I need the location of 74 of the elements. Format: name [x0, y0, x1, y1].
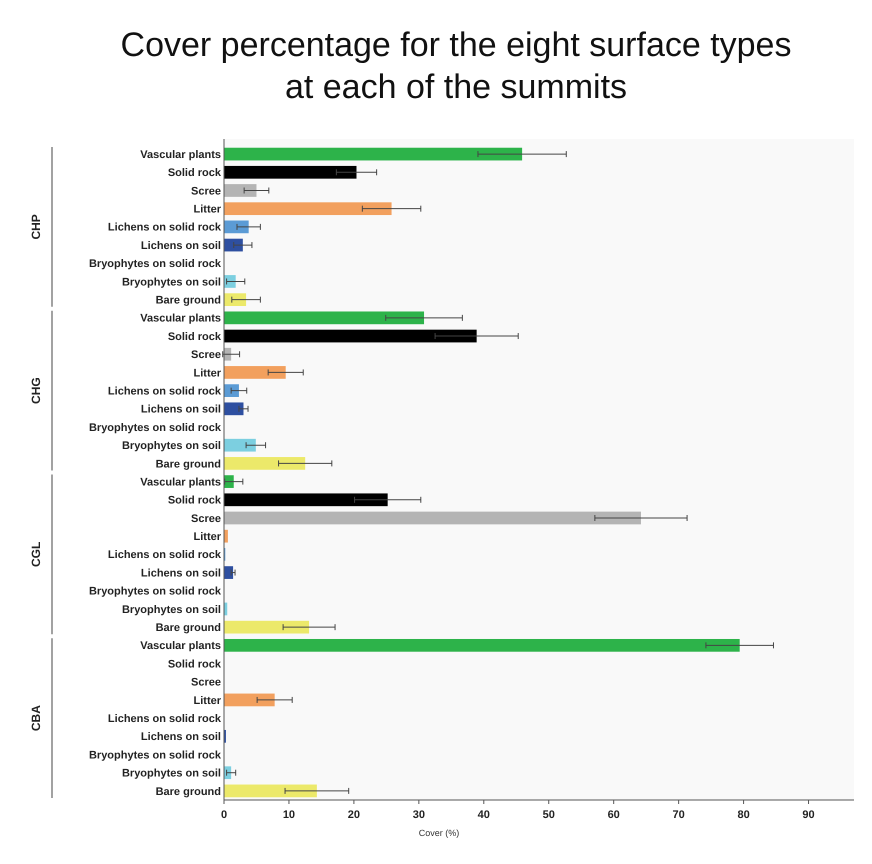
y-tick-label: Scree — [191, 512, 221, 525]
x-tick-label: 50 — [542, 809, 555, 821]
y-tick-label: Bare ground — [156, 458, 221, 470]
y-tick-label: Bryophytes on soil — [122, 604, 221, 616]
text: CGL — [29, 542, 43, 568]
bar — [224, 166, 356, 179]
y-tick-label: Vascular plants — [140, 312, 221, 325]
y-tick-label: Bryophytes on solid rock — [88, 258, 222, 270]
y-tick-label: Scree — [191, 676, 221, 689]
x-tick-label: 70 — [672, 809, 685, 821]
y-tick-label: Lichens on solid rock — [108, 712, 222, 725]
y-tick-label: Vascular plants — [140, 640, 221, 652]
y-tick-label: Bryophytes on solid rock — [88, 422, 222, 434]
y-tick-label: Bryophytes on soil — [122, 768, 221, 780]
x-tick-label: 80 — [737, 809, 750, 821]
bar — [224, 384, 239, 397]
bar — [224, 293, 246, 306]
x-tick-label: 60 — [608, 809, 620, 821]
bar — [224, 275, 236, 288]
bar — [224, 784, 317, 798]
bar — [224, 620, 310, 634]
bar — [224, 402, 244, 416]
x-tick-label: 10 — [282, 809, 296, 821]
y-tick-label: Lichens on soil — [140, 404, 221, 416]
y-tick-label: Scree — [191, 185, 221, 198]
bar — [224, 694, 275, 706]
x-tick-label: 90 — [802, 809, 815, 821]
chart-title: Cover percentage for the eight surface types at each of the summits — [120, 26, 792, 106]
y-tick-label: Litter — [194, 531, 222, 544]
y-tick-label: Solid rock — [168, 658, 222, 670]
y-tick-label: Bare ground — [156, 622, 221, 634]
bar — [224, 638, 740, 652]
y-tick-label: Bryophytes on soil — [122, 276, 221, 288]
y-tick-label: Vascular plants — [140, 148, 221, 161]
y-tick-label: Lichens on solid rock — [108, 549, 222, 562]
y-tick-label: Bryophytes on solid rock — [88, 749, 222, 762]
bar — [224, 202, 392, 216]
text: CBA — [29, 704, 43, 732]
y-tick-label: Bare ground — [156, 294, 221, 307]
bar — [224, 438, 256, 452]
bar — [224, 330, 477, 342]
bar — [224, 238, 243, 252]
x-tick-label: 40 — [478, 809, 490, 821]
y-tick-label: Litter — [194, 204, 222, 216]
bar — [224, 184, 256, 197]
y-tick-label: Lichens on soil — [140, 567, 221, 580]
y-tick-label: Lichens on solid rock — [108, 385, 222, 398]
bar — [224, 366, 286, 379]
bar — [224, 566, 234, 579]
text: CHG — [29, 377, 43, 404]
y-tick-label: Litter — [194, 694, 222, 707]
bar — [224, 493, 388, 506]
x-tick-label: 0 — [220, 809, 228, 821]
y-tick-label: Solid rock — [168, 494, 222, 507]
bar — [224, 220, 249, 234]
y-tick-label: Bare ground — [156, 786, 221, 798]
x-axis-title: Cover (%) — [418, 828, 460, 838]
y-tick-label: Solid rock — [168, 330, 222, 343]
y-tick-label: Vascular plants — [140, 476, 221, 488]
y-tick-label: Lichens on soil — [140, 731, 221, 744]
y-tick-label: Scree — [191, 349, 221, 362]
x-tick-label: 30 — [412, 809, 425, 821]
bar — [224, 148, 522, 160]
y-tick-label: Solid rock — [168, 167, 222, 180]
bar — [224, 457, 306, 470]
y-tick-label: Bryophytes on soil — [122, 440, 221, 452]
x-tick-label: 20 — [348, 809, 360, 821]
bar — [224, 512, 641, 524]
text: CHP — [29, 214, 43, 240]
y-tick-label: Lichens on soil — [140, 240, 221, 252]
y-tick-label: Litter — [194, 367, 222, 380]
y-tick-label: Bryophytes on solid rock — [88, 586, 222, 598]
y-tick-label: Lichens on solid rock — [108, 222, 222, 234]
bar — [224, 311, 424, 324]
